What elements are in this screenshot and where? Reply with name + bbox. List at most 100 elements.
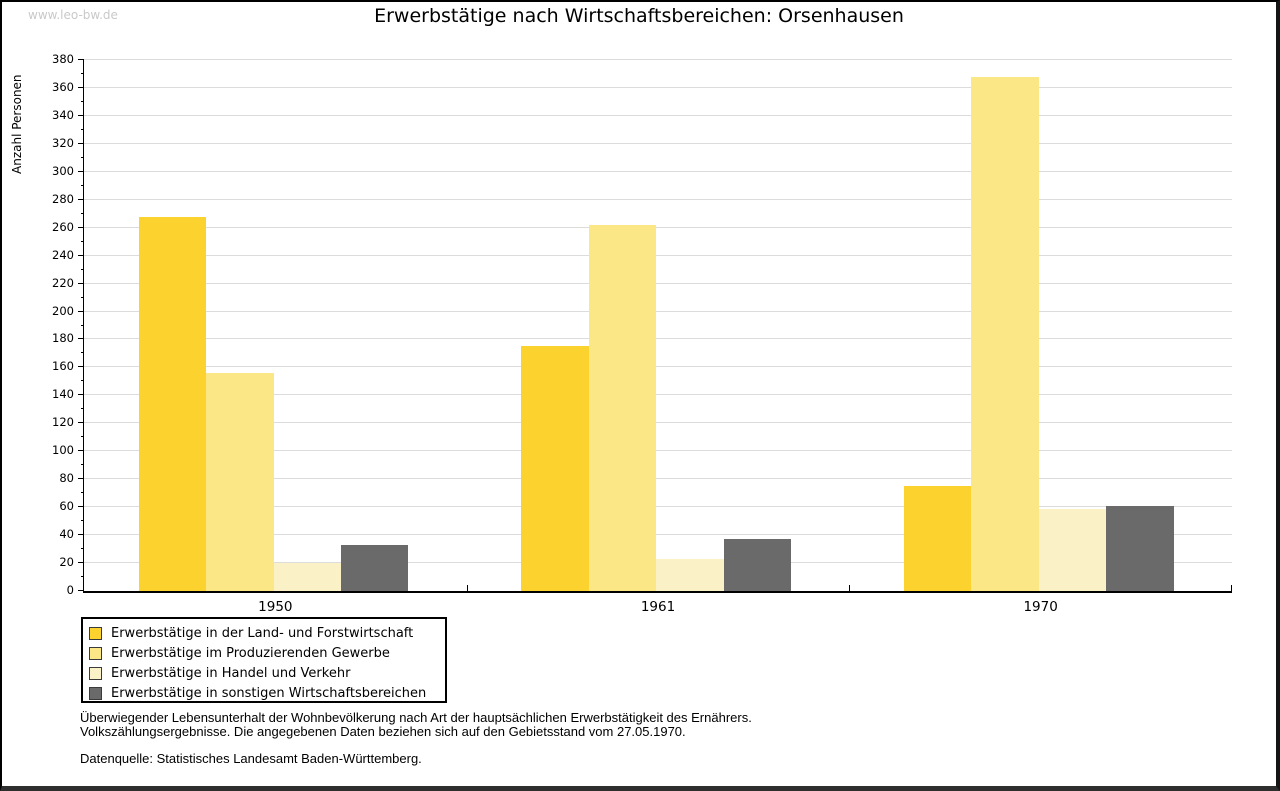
legend: Erwerbstätige in der Land- und Forstwirt…: [81, 617, 447, 703]
gridline-160: [84, 366, 1232, 368]
y-tick-label-240: 240: [52, 247, 74, 262]
gridline-300: [84, 170, 1232, 172]
y-minor-tick-50: [81, 520, 84, 522]
y-minor-tick-370: [81, 72, 84, 74]
y-minor-tick-110: [81, 436, 84, 438]
y-major-tick-140: [78, 394, 84, 396]
footer: Überwiegender Lebensunterhalt der Wohnbe…: [80, 711, 752, 766]
data-source: Datenquelle: Statistisches Landesamt Bad…: [80, 751, 422, 766]
y-minor-tick-210: [81, 296, 84, 298]
y-tick-label-220: 220: [52, 275, 74, 290]
x-axis-tick: [849, 585, 851, 591]
y-major-tick-280: [78, 198, 84, 200]
y-tick-label-300: 300: [52, 163, 74, 178]
y-major-tick-320: [78, 142, 84, 144]
y-minor-tick-170: [81, 352, 84, 354]
legend-item-3: Erwerbstätige in Handel und Verkehr: [89, 663, 445, 683]
gridline-360: [84, 86, 1232, 88]
x-tick-label-1950: 1950: [258, 599, 293, 615]
gridline-100: [84, 450, 1232, 452]
legend-swatch-4: [89, 686, 102, 700]
bar-1961-series-1: [521, 346, 589, 591]
footer-note-line1: Überwiegender Lebensunterhalt der Wohnbe…: [80, 710, 752, 725]
gridline-80: [84, 478, 1232, 480]
y-tick-label-20: 20: [59, 555, 74, 570]
watermark-text: www.leo-bw.de: [28, 8, 118, 22]
x-axis-tick: [466, 585, 468, 591]
gridline-380: [84, 59, 1232, 60]
y-tick-label-40: 40: [59, 527, 74, 542]
legend-rows: Erwerbstätige in der Land- und Forstwirt…: [89, 623, 445, 703]
gridline-320: [84, 142, 1232, 144]
y-tick-label-200: 200: [52, 303, 74, 318]
x-tick-label-1970: 1970: [1023, 599, 1058, 615]
gridline-40: [84, 534, 1232, 536]
bar-1970-series-3: [1038, 508, 1107, 591]
y-tick-label-0: 0: [66, 583, 74, 597]
y-major-tick-0: [78, 590, 84, 591]
legend-label-3: Erwerbstätige in Handel und Verkehr: [111, 665, 351, 681]
y-tick-label-380: 380: [52, 52, 74, 66]
legend-swatch-1: [89, 626, 102, 640]
plot-area: 0 20 40 60 80 100 120 140 160 180 200 220 240 260 280 3…: [52, 53, 1232, 615]
x-axis-end-tick: [1231, 585, 1232, 591]
y-major-tick-240: [78, 254, 84, 256]
legend-item-2: Erwerbstätige im Produzierenden Gewerbe: [89, 643, 445, 663]
x-tick-label-1961: 1961: [640, 599, 676, 615]
y-major-tick-80: [78, 478, 84, 480]
legend-swatch-2: [89, 646, 102, 660]
legend-swatch-3: [89, 666, 102, 680]
y-major-tick-200: [78, 310, 84, 312]
y-major-tick-180: [78, 338, 84, 340]
legend-label-1: Erwerbstätige in der Land- und Forstwirt…: [111, 625, 414, 641]
bar-1950-series-1: [138, 216, 207, 591]
y-minor-tick-130: [81, 408, 84, 410]
y-major-tick-120: [78, 422, 84, 424]
y-tick-label-160: 160: [52, 359, 74, 374]
y-tick-label-260: 260: [52, 219, 74, 234]
legend-item-1: Erwerbstätige in der Land- und Forstwirt…: [89, 623, 445, 643]
y-major-tick-60: [78, 506, 84, 508]
y-minor-tick-190: [81, 324, 84, 326]
y-major-tick-360: [78, 86, 84, 88]
legend-label-4: Erwerbstätige in sonstigen Wirtschaftsbe…: [111, 685, 427, 701]
y-tick-label-140: 140: [52, 387, 74, 402]
y-minor-tick-270: [81, 212, 84, 214]
y-tick-label-340: 340: [52, 107, 74, 122]
gridline-280: [84, 198, 1232, 200]
page-title: Erwerbstätige nach Wirtschaftsbereichen:…: [374, 5, 904, 27]
legend-label-2: Erwerbstätige im Produzierenden Gewerbe: [111, 645, 390, 661]
y-minor-tick-70: [81, 492, 84, 494]
y-major-tick-340: [78, 114, 84, 116]
gridline-240: [84, 254, 1232, 256]
y-axis-title: Anzahl Personen: [10, 74, 24, 174]
y-tick-label-180: 180: [52, 331, 74, 346]
y-minor-tick-290: [81, 184, 84, 186]
bar-1950-series-2: [206, 373, 274, 591]
y-major-tick-160: [78, 366, 84, 368]
y-minor-tick-230: [81, 268, 84, 270]
y-tick-label-280: 280: [52, 191, 74, 206]
y-tick-label-60: 60: [59, 499, 74, 514]
y-minor-tick-90: [81, 464, 84, 466]
y-tick-label-120: 120: [52, 415, 74, 430]
gridline-180: [84, 338, 1232, 340]
y-minor-tick-10: [81, 576, 84, 578]
bar-1970-series-2: [971, 76, 1039, 591]
bar-1961-series-3: [656, 558, 724, 591]
y-minor-tick-30: [81, 548, 84, 550]
y-minor-tick-330: [81, 128, 84, 130]
y-tick-label-360: 360: [52, 79, 74, 94]
y-tick-label-100: 100: [52, 443, 74, 458]
y-minor-tick-310: [81, 156, 84, 158]
y-minor-tick-350: [81, 100, 84, 102]
y-minor-tick-150: [81, 380, 84, 382]
bar-1950-series-4: [341, 544, 409, 591]
y-major-tick-300: [78, 170, 84, 172]
bar-1961-series-2: [588, 224, 657, 591]
bar-1961-series-4: [723, 539, 792, 591]
bar-1950-series-3: [273, 563, 342, 591]
y-major-tick-100: [78, 450, 84, 452]
gridline-120: [84, 422, 1232, 424]
